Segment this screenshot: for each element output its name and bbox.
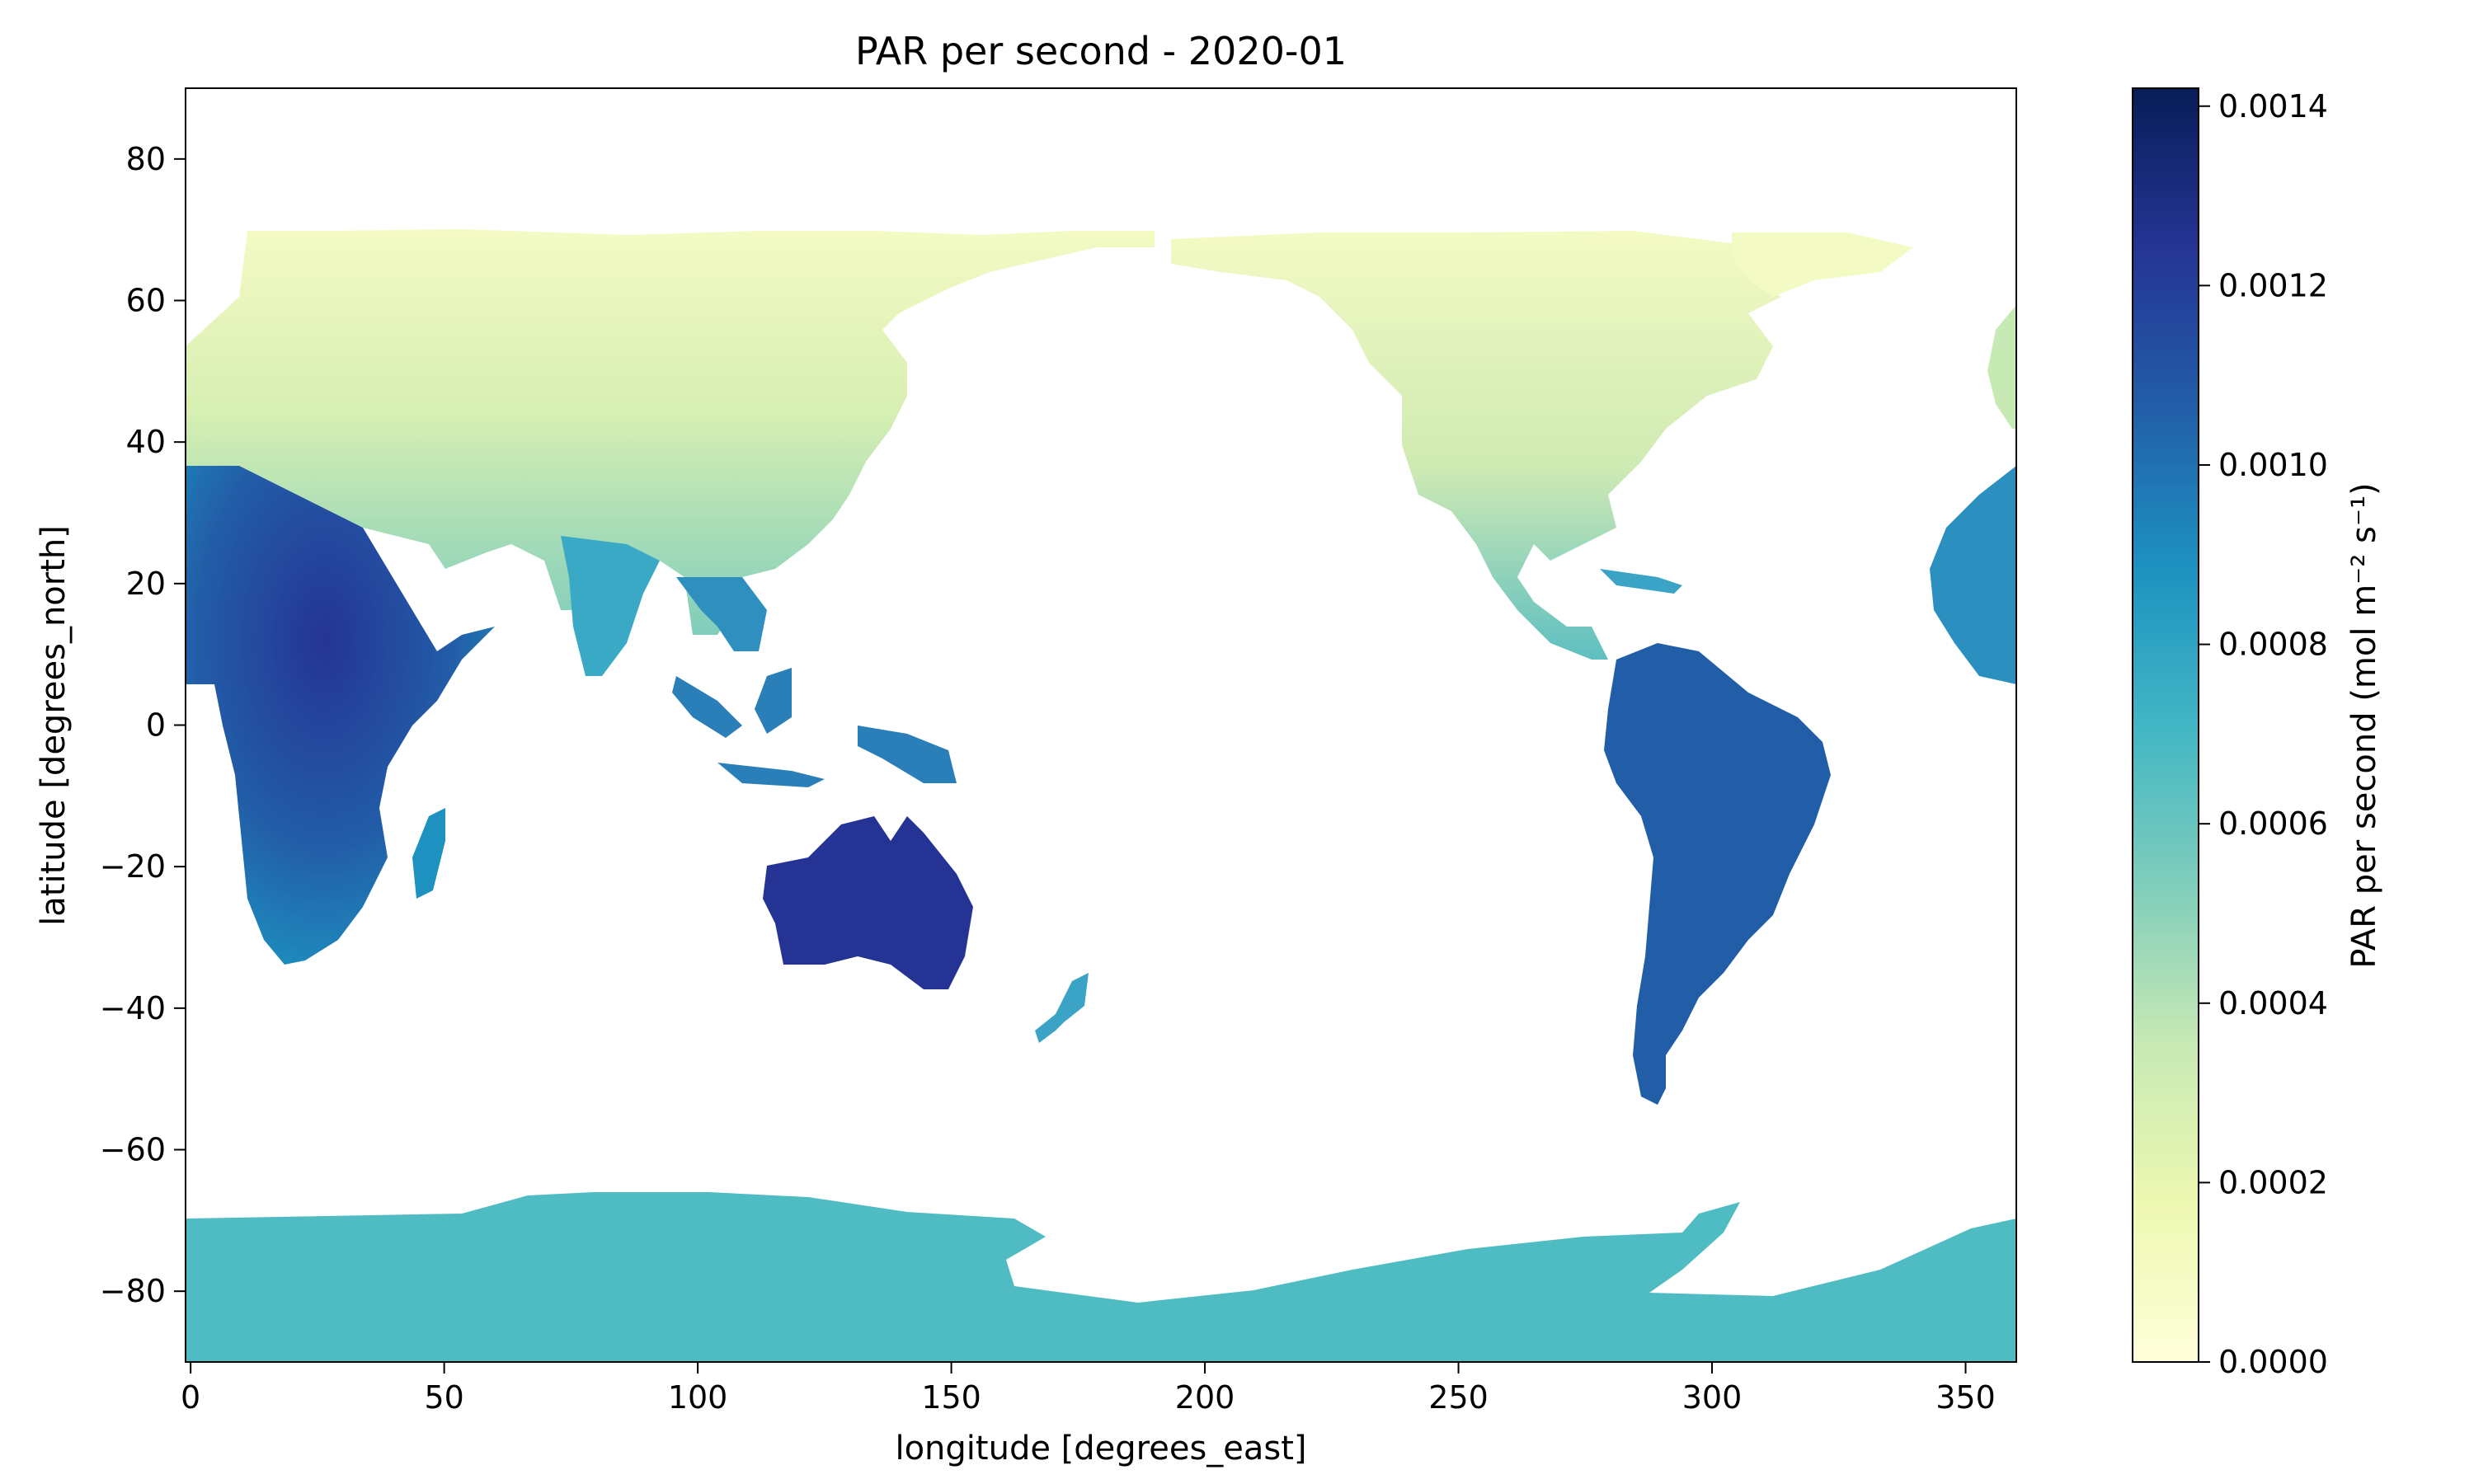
x-tick-label: 300 <box>1682 1379 1743 1416</box>
colorbar-ticks: 0.0000 0.0002 0.0004 0.0006 0.0008 0.0010 0.00… <box>2199 88 2328 1380</box>
x-tick-label: 0 <box>181 1379 200 1416</box>
y-tick-label: −60 <box>100 1132 166 1168</box>
map-plot-area <box>186 229 2016 1362</box>
y-tick-label: 0 <box>146 707 166 744</box>
region-greenland <box>1732 232 1913 297</box>
colorbar <box>2132 87 2199 1363</box>
y-tick-label: 80 <box>126 141 166 177</box>
y-tick-label: −80 <box>100 1273 166 1309</box>
x-axis-label: longitude [degrees_east] <box>895 1430 1306 1468</box>
y-tick-label: 20 <box>126 566 166 602</box>
region-madagascar <box>412 808 445 899</box>
x-tick-label: 250 <box>1428 1379 1489 1416</box>
region-north-america <box>1171 231 1798 660</box>
colorbar-tick-label: 0.0000 <box>2218 1344 2328 1380</box>
colorbar-tick-label: 0.0010 <box>2218 447 2328 483</box>
x-axis-ticks: 0 50 100 150 200 250 300 350 <box>181 1362 1996 1416</box>
y-tick-label: −40 <box>100 990 166 1026</box>
region-indonesia <box>672 668 957 787</box>
colorbar-tick-label: 0.0008 <box>2218 627 2328 663</box>
x-tick-label: 50 <box>424 1379 463 1416</box>
region-south-asia <box>561 536 660 676</box>
region-australia <box>763 816 973 989</box>
colorbar-tick-label: 0.0004 <box>2218 985 2328 1021</box>
region-africa <box>186 466 495 965</box>
region-southeast-asia <box>676 577 767 651</box>
y-tick-label: 40 <box>126 424 166 460</box>
colorbar-tick-label: 0.0012 <box>2218 267 2328 303</box>
y-tick-label: 60 <box>126 283 166 319</box>
region-antarctica <box>186 1192 2016 1362</box>
x-tick-label: 150 <box>921 1379 981 1416</box>
region-europe-east-edge <box>1987 305 2016 429</box>
x-tick-label: 350 <box>1935 1379 1996 1416</box>
x-tick-label: 100 <box>668 1379 728 1416</box>
region-south-america <box>1604 643 1831 1105</box>
region-west-africa-east-edge <box>1930 466 2016 684</box>
region-caribbean <box>1600 569 1682 594</box>
y-tick-label: −20 <box>100 848 166 885</box>
colorbar-tick-label: 0.0002 <box>2218 1164 2328 1200</box>
y-axis-label: latitude [degrees_north] <box>35 525 73 926</box>
colorbar-tick-label: 0.0006 <box>2218 805 2328 842</box>
x-tick-label: 200 <box>1175 1379 1235 1416</box>
region-new-zealand <box>1035 973 1089 1043</box>
chart-title: PAR per second - 2020-01 <box>855 29 1347 73</box>
colorbar-label: PAR per second (mol m⁻² s⁻¹) <box>2345 482 2383 968</box>
y-axis-ticks: −80 −60 −40 −20 0 20 40 60 80 <box>100 141 186 1309</box>
region-eurasia <box>186 229 1155 635</box>
colorbar-tick-label: 0.0014 <box>2218 88 2328 124</box>
